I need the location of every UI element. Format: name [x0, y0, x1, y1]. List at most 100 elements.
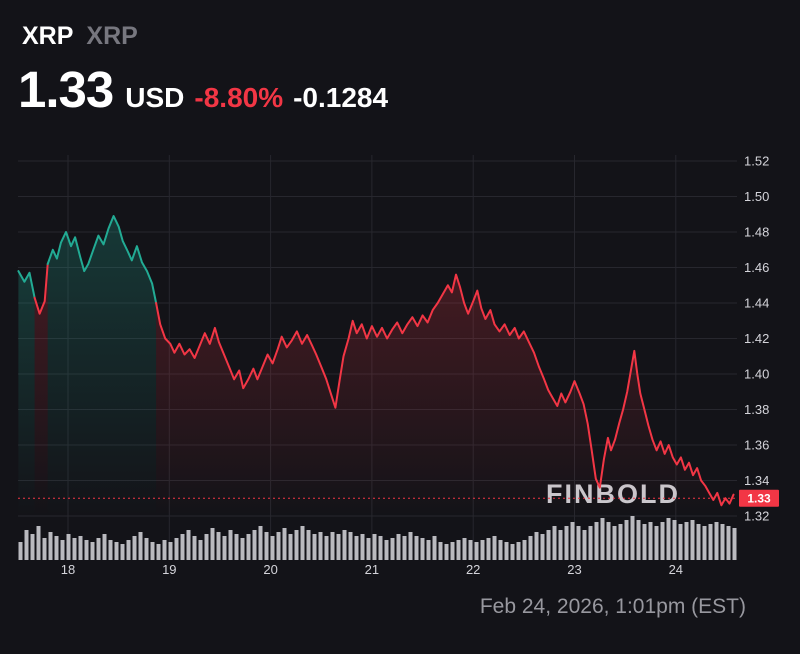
- volume-bar: [414, 536, 419, 560]
- volume-bar: [102, 534, 107, 560]
- volume-bar: [360, 534, 365, 560]
- x-axis-label: 19: [162, 562, 176, 577]
- volume-bar: [138, 532, 143, 560]
- volume-bar: [384, 540, 389, 560]
- current-price-tag: [739, 489, 779, 507]
- volume-bar: [24, 530, 29, 560]
- volume-bar: [342, 530, 347, 560]
- volume-bar: [666, 518, 671, 560]
- volume-bar: [426, 540, 431, 560]
- volume-bar: [630, 516, 635, 560]
- volume-bar: [618, 524, 623, 560]
- volume-bar: [396, 534, 401, 560]
- volume-bar: [588, 526, 593, 560]
- volume-bar: [84, 540, 89, 560]
- x-axis-label: 24: [669, 562, 683, 577]
- price-area-fill: [18, 271, 35, 516]
- volume-bar: [552, 526, 557, 560]
- volume-bar: [672, 520, 677, 560]
- volume-bar: [648, 522, 653, 560]
- volume-bar: [186, 530, 191, 560]
- volume-bar: [144, 538, 149, 560]
- volume-bar: [726, 526, 731, 560]
- volume-bar: [120, 544, 125, 560]
- volume-bar: [306, 530, 311, 560]
- symbol-secondary: XRP: [86, 22, 138, 50]
- volume-bar: [240, 538, 245, 560]
- volume-bar: [564, 526, 569, 560]
- symbol-primary: XRP: [22, 22, 74, 50]
- volume-bar: [54, 536, 59, 560]
- volume-bar: [372, 534, 377, 560]
- volume-bar: [300, 526, 305, 560]
- volume-bar: [708, 524, 713, 560]
- y-axis-label: 1.44: [744, 296, 769, 311]
- volume-bar: [294, 530, 299, 560]
- x-axis-label: 20: [263, 562, 277, 577]
- volume-bar: [444, 544, 449, 560]
- volume-bar: [678, 524, 683, 560]
- volume-bar: [498, 540, 503, 560]
- volume-bar: [168, 542, 173, 560]
- volume-bar: [534, 532, 539, 560]
- volume-bar: [318, 532, 323, 560]
- volume-bar: [288, 534, 293, 560]
- y-axis-label: 1.50: [744, 189, 769, 204]
- volume-bar: [66, 534, 71, 560]
- volume-bar: [252, 530, 257, 560]
- volume-bar: [636, 520, 641, 560]
- volume-bar: [582, 530, 587, 560]
- volume-bar: [228, 530, 233, 560]
- volume-bar: [558, 530, 563, 560]
- symbol-row: XRP XRP: [22, 22, 138, 51]
- price-value: 1.33: [18, 61, 114, 118]
- volume-bar: [330, 532, 335, 560]
- volume-bar: [438, 542, 443, 560]
- volume-bar: [570, 522, 575, 560]
- volume-bar: [516, 542, 521, 560]
- volume-bar: [624, 520, 629, 560]
- price-line-segment: [17, 270, 36, 299]
- volume-bar: [246, 534, 251, 560]
- volume-bar: [150, 542, 155, 560]
- volume-bar: [192, 536, 197, 560]
- volume-bar: [660, 522, 665, 560]
- price-area-fill: [156, 274, 734, 516]
- volume-bar: [264, 532, 269, 560]
- volume-bar: [492, 536, 497, 560]
- volume-bar: [606, 522, 611, 560]
- price-currency: USD: [125, 82, 185, 113]
- volume-bar: [354, 536, 359, 560]
- volume-bar: [612, 526, 617, 560]
- volume-bar: [714, 522, 719, 560]
- volume-bar: [654, 526, 659, 560]
- volume-bar: [36, 526, 41, 560]
- price-line-segment: [46, 215, 158, 304]
- y-axis-label: 1.38: [744, 402, 769, 417]
- volume-bar: [504, 542, 509, 560]
- volume-bar: [126, 540, 131, 560]
- volume-bar: [336, 534, 341, 560]
- y-axis-label: 1.52: [744, 154, 769, 169]
- volume-bar: [210, 528, 215, 560]
- volume-bar: [30, 534, 35, 560]
- volume-bar: [522, 540, 527, 560]
- y-axis-label: 1.36: [744, 438, 769, 453]
- volume-bar: [546, 530, 551, 560]
- volume-bar: [42, 538, 47, 560]
- volume-bar: [486, 538, 491, 560]
- volume-bar: [420, 538, 425, 560]
- volume-bar: [390, 538, 395, 560]
- volume-bar: [690, 520, 695, 560]
- volume-bar: [480, 540, 485, 560]
- price-line-segment: [155, 273, 735, 507]
- volume-bar: [402, 536, 407, 560]
- price-line-segment: [33, 263, 49, 315]
- volume-bar: [600, 518, 605, 560]
- volume-bar: [72, 538, 77, 560]
- volume-bar: [696, 524, 701, 560]
- volume-bar: [216, 532, 221, 560]
- y-axis-label: 1.32: [744, 509, 769, 524]
- volume-bar: [132, 536, 137, 560]
